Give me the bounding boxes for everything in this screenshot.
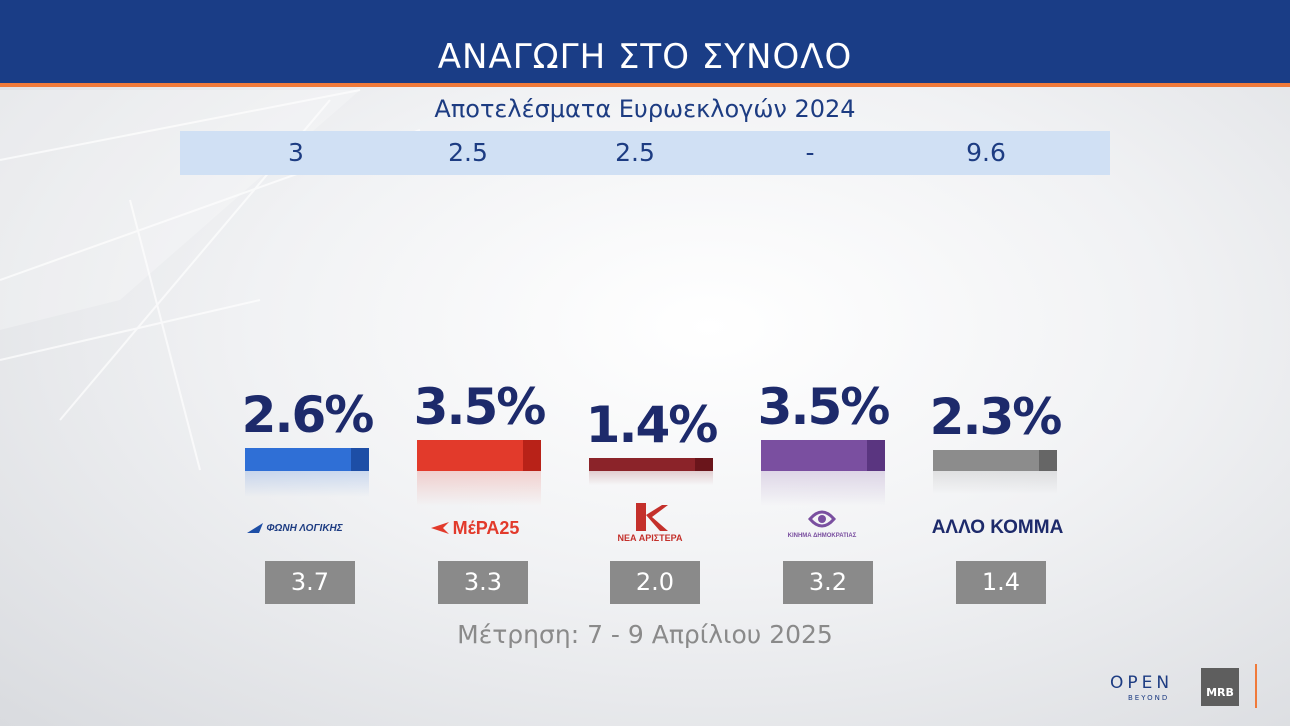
- bar-face: [245, 447, 369, 471]
- bar-value-label: 3.5%: [757, 377, 891, 436]
- bar-reflection: [933, 471, 1057, 494]
- previous-value: 3.7: [265, 561, 355, 604]
- logo-mera25: ΜέΡΑ25: [405, 508, 545, 548]
- reference-value: 3: [288, 138, 304, 167]
- page-title: ΑΝΑΓΩΓΗ ΣΤΟ ΣΥΝΟΛΟ: [437, 37, 853, 77]
- leaf-icon: [808, 510, 836, 528]
- bar-reflection: [417, 471, 541, 506]
- previous-value: 1.4: [956, 561, 1046, 604]
- bar-face: [761, 439, 885, 471]
- bar: [589, 458, 713, 471]
- previous-value: 2.0: [610, 561, 700, 604]
- previous-value: 3.3: [438, 561, 528, 604]
- logo-kinima: ΚΙΝΗΜΑ ΔΗΜΟΚΡΑΤΙΑΣ: [762, 498, 882, 548]
- open-logo-tagline: BEYOND: [1128, 694, 1170, 702]
- bar-end-cap: [351, 447, 369, 471]
- bar-reflection: [761, 471, 885, 506]
- bar-value-label: 2.3%: [929, 388, 1063, 447]
- measurement-date: Μέτρηση: 7 - 9 Απρίλιου 2025: [457, 620, 833, 649]
- reference-value: 2.5: [448, 138, 488, 167]
- previous-value: 3.2: [783, 561, 873, 604]
- reference-label: Αποτελέσματα Ευρωεκλογών 2024: [434, 95, 856, 123]
- bar-end-cap: [523, 439, 541, 471]
- bar-face: [933, 450, 1057, 471]
- logo-nea-aristera: ΝΕΑ ΑΡΙΣΤΕΡΑ: [585, 498, 715, 548]
- bar-value-label: 3.5%: [413, 377, 547, 436]
- logo-text: ΑΛΛΟ ΚΟΜΜΑ: [931, 517, 1064, 538]
- bar-end-cap: [1039, 450, 1057, 471]
- bar-value-label: 1.4%: [585, 396, 719, 455]
- bar: [933, 450, 1057, 471]
- bar-face: [417, 439, 541, 471]
- bar-reflection: [589, 471, 713, 485]
- bar-end-cap: [695, 458, 713, 471]
- logo-text: ΝΕΑ ΑΡΙΣΤΕΡΑ: [617, 533, 683, 543]
- arrow-icon: [430, 522, 449, 534]
- logo-text: ΜέΡΑ25: [452, 517, 520, 538]
- bar-value-label: 2.6%: [241, 385, 375, 444]
- bar: [417, 439, 541, 471]
- open-logo: OPEN: [1110, 673, 1174, 693]
- logo-allo-komma: ΑΛΛΟ ΚΟΜΜΑ: [925, 508, 1070, 548]
- bar: [761, 439, 885, 471]
- bar-face: [589, 458, 713, 471]
- logo-text: ΦΩΝΗ ΛΟΓΙΚΗΣ: [266, 522, 343, 534]
- wing-icon: [247, 523, 264, 533]
- k-mark-icon: [636, 503, 668, 531]
- header-bar: [0, 0, 1290, 87]
- logo-text: ΚΙΝΗΜΑ ΔΗΜΟΚΡΑΤΙΑΣ: [787, 533, 857, 539]
- logo-foni-logikis: ΦΩΝΗ ΛΟΓΙΚΗΣ: [230, 508, 360, 548]
- bar: [245, 447, 369, 471]
- bar-reflection: [245, 471, 369, 497]
- mrb-logo: MRB: [1201, 668, 1239, 706]
- reference-value: 9.6: [966, 138, 1006, 167]
- reference-value: -: [805, 138, 815, 167]
- brand-divider: [1255, 664, 1257, 708]
- bar-end-cap: [867, 439, 885, 471]
- reference-value: 2.5: [615, 138, 655, 167]
- reference-row: 3 2.5 2.5 - 9.6: [180, 131, 1110, 175]
